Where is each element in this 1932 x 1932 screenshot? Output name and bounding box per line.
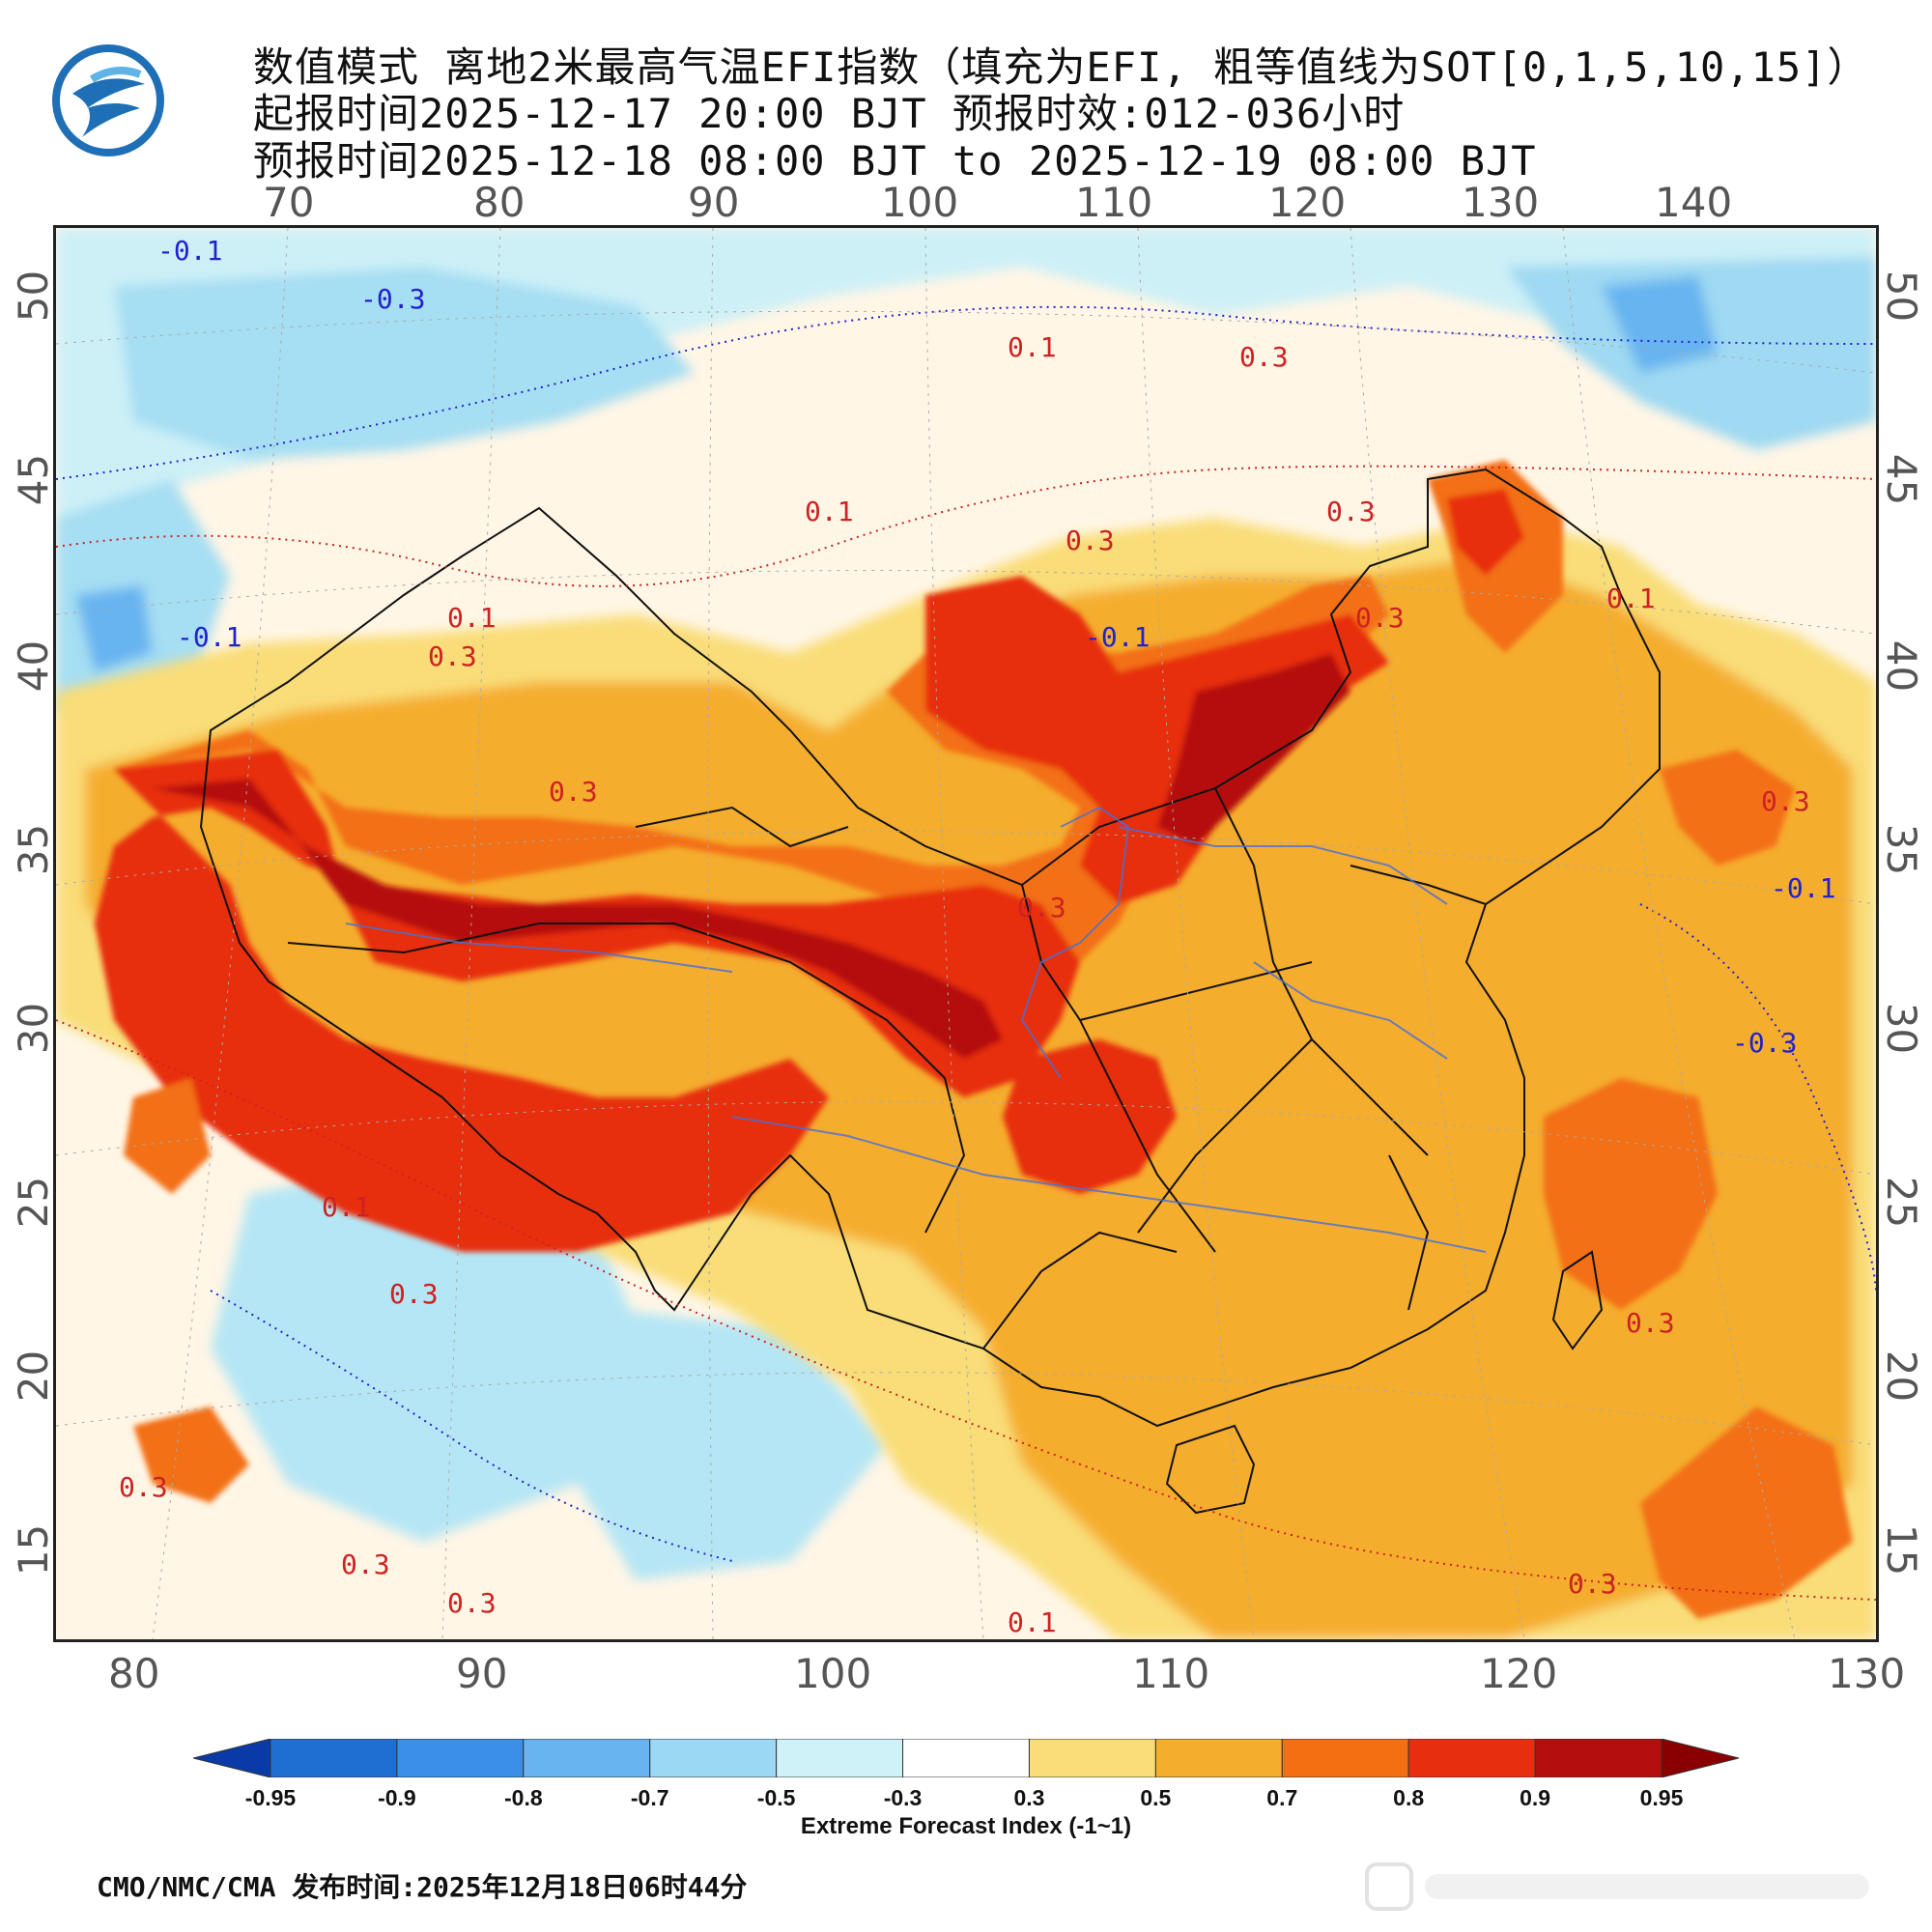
contour-label: -0.3 <box>1732 1027 1798 1059</box>
contour-label: 0.3 <box>1355 602 1405 634</box>
footer-credit: CMO/NMC/CMA 发布时间:2025年12月18日06时44分 <box>97 1871 748 1903</box>
colorbar-swatch <box>270 1739 398 1777</box>
left-lat-label-6: 20 <box>10 1350 58 1403</box>
watermark-icon <box>1365 1862 1869 1911</box>
top-lon-label-6: 130 <box>1462 179 1540 226</box>
right-lat-label-5: 25 <box>1878 1176 1926 1229</box>
colorbar <box>193 1739 1739 1777</box>
colorbar-tick-label: -0.7 <box>630 1785 669 1810</box>
efi-field <box>56 228 1876 1639</box>
contour-label: 0.3 <box>119 1471 168 1503</box>
contour-label: -0.1 <box>1085 621 1151 653</box>
bottom-lon-label-2: 100 <box>794 1650 872 1697</box>
colorbar-arrow-high <box>1661 1739 1739 1777</box>
colorbar-swatch <box>902 1739 1030 1777</box>
colorbar-arrow-low <box>193 1739 271 1777</box>
right-lat-label-2: 40 <box>1878 639 1926 693</box>
colorbar-swatch <box>1154 1739 1283 1777</box>
right-lat-label-6: 20 <box>1878 1350 1926 1403</box>
contour-label: 0.3 <box>1239 341 1289 373</box>
bottom-lon-label-3: 110 <box>1132 1650 1210 1697</box>
bottom-lon-label-5: 130 <box>1828 1650 1906 1697</box>
colorbar-tick-label: 0.8 <box>1393 1785 1425 1810</box>
top-lon-label-3: 100 <box>881 179 959 226</box>
left-lat-label-7: 15 <box>10 1523 58 1577</box>
borders <box>199 468 1661 1515</box>
contour-label: 0.3 <box>341 1548 390 1580</box>
graticule <box>56 228 1876 1639</box>
bottom-lon-label-1: 90 <box>456 1650 508 1697</box>
left-lat-label-4: 30 <box>10 1002 58 1055</box>
rivers <box>345 806 1487 1253</box>
left-lat-label-0: 50 <box>10 270 58 323</box>
colorbar-tick-label: 0.95 <box>1639 1785 1684 1810</box>
top-lon-label-2: 90 <box>688 179 740 226</box>
right-lat-label-1: 45 <box>1878 453 1926 506</box>
issue-time: 起报时间2025-12-17 20:00 BJT 预报时效:012-036小时 <box>253 90 1406 137</box>
efi-map: -0.1 -0.3 0.1 0.3 -0.1 0.1 0.3 0.1 0.3 -0.1 0.3 0.3… <box>53 225 1879 1642</box>
contour-label: 0.3 <box>1568 1568 1617 1600</box>
top-lon-label-0: 70 <box>263 179 315 226</box>
colorbar-swatch <box>523 1739 651 1777</box>
right-lat-label-7: 15 <box>1878 1523 1926 1577</box>
contour-label: 0.3 <box>447 1587 497 1619</box>
contour-label: 0.3 <box>389 1278 439 1310</box>
contour-label: 0.3 <box>1761 785 1810 817</box>
right-lat-label-0: 50 <box>1878 270 1926 323</box>
contour-label: 0.3 <box>1326 496 1376 527</box>
right-lat-label-3: 35 <box>1878 823 1926 876</box>
colorbar-swatch <box>1028 1739 1156 1777</box>
colorbar-tick-label: -0.5 <box>756 1785 796 1810</box>
left-lat-label-5: 25 <box>10 1176 58 1229</box>
colorbar-tick-label: -0.9 <box>378 1785 416 1810</box>
top-lon-label-4: 110 <box>1075 179 1153 226</box>
colorbar-tick-label: 0.9 <box>1520 1785 1551 1810</box>
colorbar-tick-label: 0.5 <box>1140 1785 1172 1810</box>
contour-label: 0.3 <box>1626 1307 1675 1339</box>
contour-label: 0.1 <box>1606 582 1656 614</box>
right-lat-label-4: 30 <box>1878 1002 1926 1055</box>
colorbar-tick-label: -0.3 <box>883 1785 923 1810</box>
contour-label: 0.1 <box>322 1191 371 1223</box>
colorbar-swatch <box>649 1739 778 1777</box>
valid-time: 预报时间2025-12-18 08:00 BJT to 2025-12-19 0… <box>253 137 1537 185</box>
top-lon-label-7: 140 <box>1655 179 1733 226</box>
colorbar-swatch <box>776 1739 904 1777</box>
colorbar-title: Extreme Forecast Index (-1~1) <box>800 1813 1132 1839</box>
contour-lines <box>56 305 1876 1601</box>
contour-label: -0.1 <box>1771 872 1836 904</box>
colorbar-swatch <box>396 1739 525 1777</box>
colorbar-swatch <box>1534 1739 1662 1777</box>
colorbar-tick-label: -0.8 <box>503 1785 543 1810</box>
colorbar-swatch <box>1407 1739 1536 1777</box>
top-lon-label-5: 120 <box>1268 179 1347 226</box>
bottom-lon-label-0: 80 <box>108 1650 160 1697</box>
left-lat-label-1: 45 <box>10 453 58 506</box>
contour-label: 0.1 <box>1008 331 1057 363</box>
contour-label: -0.1 <box>177 621 242 653</box>
contour-label: 0.1 <box>805 496 854 527</box>
contour-label: 0.3 <box>549 776 598 808</box>
contour-label: 0.3 <box>1065 525 1115 556</box>
left-lat-label-2: 40 <box>10 639 58 693</box>
contour-label: 0.1 <box>1008 1606 1057 1638</box>
top-lon-label-1: 80 <box>473 179 526 226</box>
high-efi-band <box>95 460 1853 1619</box>
cma-logo-icon <box>52 44 164 156</box>
contour-label: -0.1 <box>157 235 223 267</box>
colorbar-tick-label: -0.95 <box>244 1785 297 1810</box>
map-title: 数值模式 离地2米最高气温EFI指数（填充为EFI, 粗等值线为SOT[0,1,… <box>253 43 1869 91</box>
colorbar-tick-label: 0.7 <box>1266 1785 1298 1810</box>
contour-label: 0.3 <box>1017 892 1066 923</box>
colorbar-swatch <box>1281 1739 1409 1777</box>
left-lat-label-3: 35 <box>10 823 58 876</box>
contour-label: 0.1 <box>447 602 497 634</box>
bottom-lon-label-4: 120 <box>1480 1650 1558 1697</box>
colorbar-tick-label: 0.3 <box>1013 1785 1045 1810</box>
contour-label: -0.3 <box>360 283 426 315</box>
contour-label: 0.3 <box>428 640 477 672</box>
